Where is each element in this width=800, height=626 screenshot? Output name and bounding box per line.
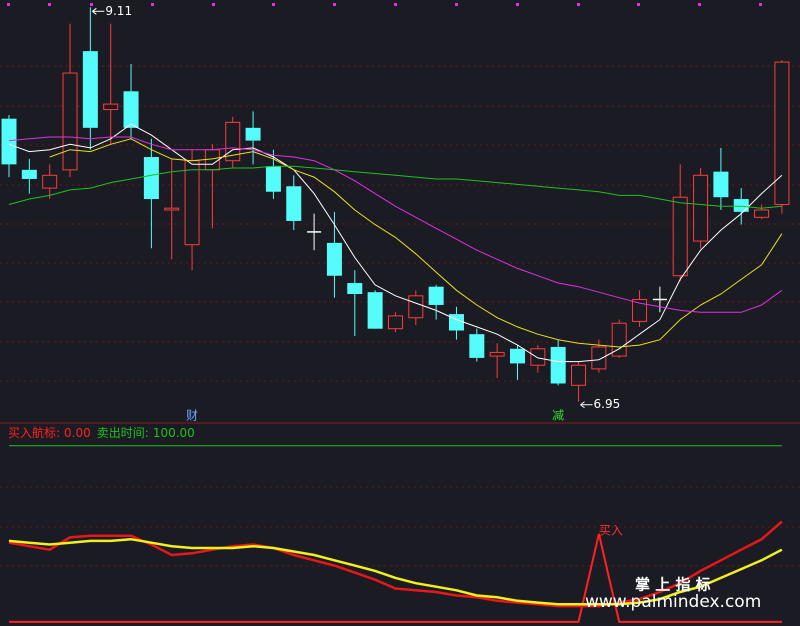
candle-body <box>225 121 241 162</box>
dot <box>394 3 397 6</box>
dot <box>516 3 519 6</box>
candle-body <box>123 91 139 128</box>
candle-body <box>387 315 403 330</box>
candle-body <box>754 209 770 218</box>
candle-body <box>184 160 200 246</box>
candle-body <box>143 157 159 200</box>
candle-body <box>591 346 607 370</box>
candle-body <box>1 118 17 165</box>
candle-body <box>733 199 749 212</box>
dot <box>90 3 93 6</box>
dot <box>577 3 580 6</box>
dot <box>272 3 275 6</box>
candle-body <box>286 186 302 221</box>
candle-body <box>62 72 78 171</box>
candle-body <box>571 364 587 386</box>
moving-average <box>49 138 783 348</box>
dot <box>7 3 10 6</box>
candle-body <box>265 166 281 192</box>
candle-body <box>693 174 709 242</box>
moving-average <box>8 136 783 313</box>
annotation-label: 9.11 <box>105 4 132 18</box>
candle-body <box>550 346 566 384</box>
legend-value: 100.00 <box>153 426 195 440</box>
candle-body <box>713 171 729 198</box>
watermark-url: www.palmindex.com <box>585 592 761 612</box>
dot <box>212 3 215 6</box>
candle-body <box>611 322 627 357</box>
grid <box>0 65 800 567</box>
candle-body <box>326 242 342 276</box>
candle-body <box>367 292 383 329</box>
candle-body <box>21 169 37 179</box>
candle-body <box>489 351 505 357</box>
dot <box>698 3 701 6</box>
candle-body <box>103 103 119 111</box>
moving-average <box>8 165 782 209</box>
legend-name: 买入航标: <box>8 425 60 440</box>
candle-body <box>428 286 444 305</box>
candle-body <box>164 207 180 211</box>
signal-marker: 减 <box>552 409 564 423</box>
legend-entry: 卖出时间: 100.00 <box>97 426 195 440</box>
candle-body <box>347 283 363 294</box>
legend-entry: 买入航标: 0.00 <box>8 425 91 440</box>
annotation-arrowhead <box>580 401 585 409</box>
candle-body <box>82 51 98 128</box>
dot <box>637 3 640 6</box>
signal-marker: 财 <box>186 409 198 423</box>
top-dots <box>7 3 762 6</box>
moving-average <box>8 123 783 363</box>
candle-body <box>672 196 688 277</box>
candle-body <box>42 174 58 189</box>
candle-body <box>530 348 546 366</box>
indicator-line <box>9 533 782 623</box>
annotation-arrowhead <box>92 7 97 15</box>
candle-body <box>774 61 790 206</box>
dot <box>759 3 762 6</box>
candle-body <box>632 298 648 322</box>
indicator-line <box>8 520 783 608</box>
candle-body <box>448 314 464 331</box>
watermark-title: 掌 上 指 标 <box>635 576 711 594</box>
dot <box>333 3 336 6</box>
dot <box>48 3 51 6</box>
candle-body <box>510 348 525 364</box>
candle-body <box>408 295 424 319</box>
indicator-line <box>8 537 783 606</box>
dot <box>455 3 458 6</box>
annotation-label: 6.95 <box>594 397 621 411</box>
dot <box>151 3 154 6</box>
candle-body <box>469 334 485 358</box>
candle-body <box>245 127 261 141</box>
legend-name: 卖出时间: <box>97 426 149 440</box>
signal-label: 买入 <box>599 523 623 537</box>
legend-value: 0.00 <box>64 426 91 440</box>
